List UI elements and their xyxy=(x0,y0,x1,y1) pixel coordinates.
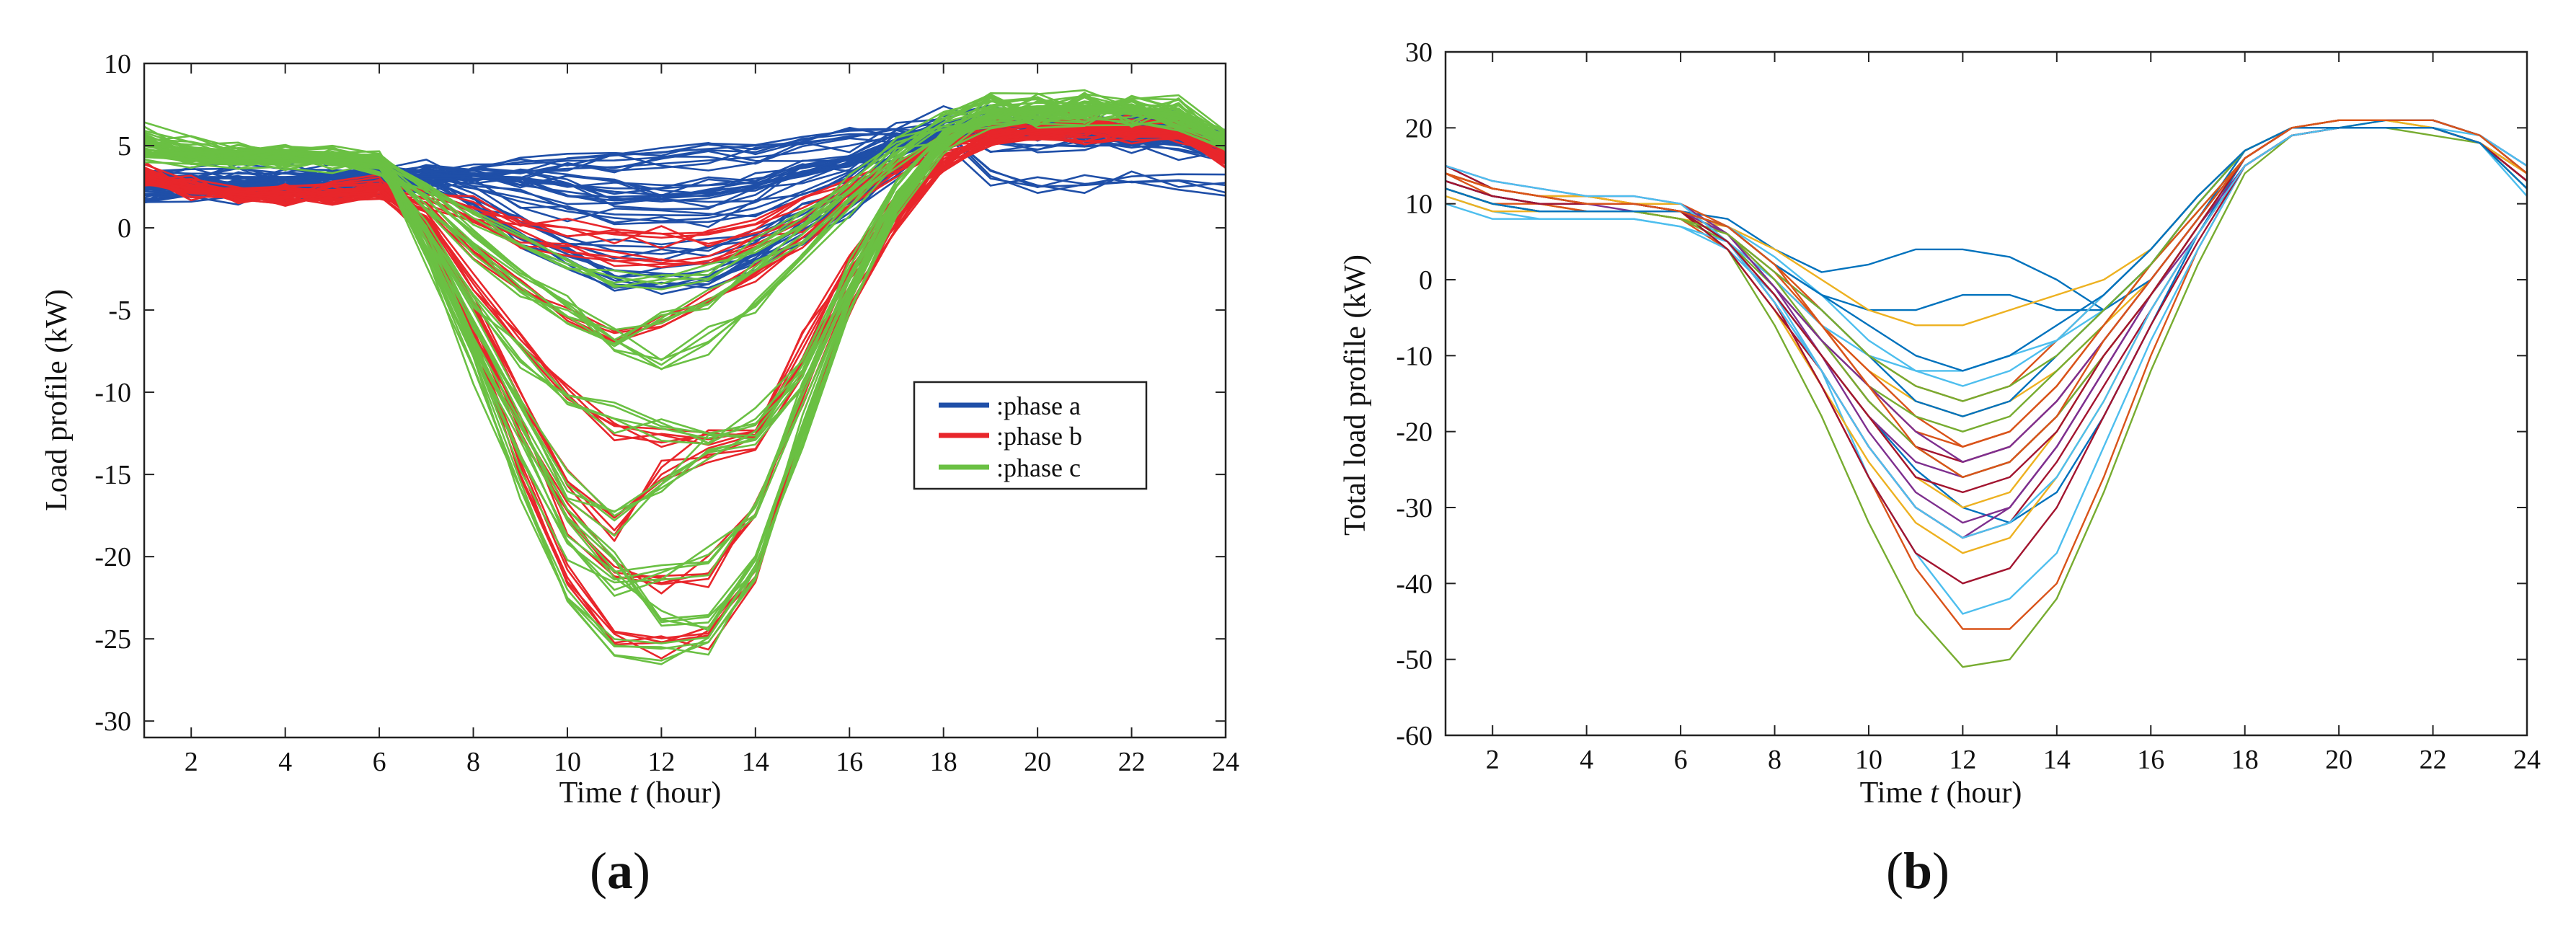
chart-b-x-axis-label-variable: t xyxy=(1930,776,1939,810)
chart-b-x-axis-label-prefix: Time xyxy=(1860,776,1931,810)
chart-a-series-line-phase-c-23-trace-3 xyxy=(143,95,1226,366)
legend-label-phase-c: :phase c xyxy=(996,453,1081,482)
chart-a-x-tick-label-24: 24 xyxy=(1212,747,1239,777)
chart-b-series-group xyxy=(1445,119,2528,668)
chart-a-series-line-phase-c-22-trace-4 xyxy=(143,115,1226,629)
chart-b-y-axis-label: Total load profile (kW) xyxy=(1339,254,1372,536)
chart-a-x-tick-label-20: 20 xyxy=(1024,747,1051,777)
chart-a-series-line-phase-a-8-trace-2 xyxy=(143,127,1226,201)
chart-b-x-axis-label: Time t (hour) xyxy=(1860,776,2022,810)
chart-a-y-tick-label-10: 10 xyxy=(104,49,131,79)
chart-b-x-axis: 2 4 6 8 10 12 14 16 18 20 22 24 xyxy=(1486,52,2541,775)
chart-a-y-tick-label-0: 0 xyxy=(118,213,131,244)
chart-a-x-axis-label-suffix: (hour) xyxy=(638,776,721,810)
chart-b-y-axis: 30 20 10 0 -10 -20 -30 -40 -50 -60 xyxy=(1396,37,2527,751)
chart-a-axes-box xyxy=(143,62,1227,739)
chart-b-y-tick-label-20: 20 xyxy=(1405,113,1433,143)
chart-b-x-tick-label-24: 24 xyxy=(2513,745,2541,775)
chart-a-x-tick-label-4: 4 xyxy=(278,747,292,777)
chart-b-series-line-s29-28 xyxy=(1445,127,2528,372)
chart-b-x-tick-label-22: 22 xyxy=(2420,745,2447,775)
chart-b-y-tick-label--10: -10 xyxy=(1396,341,1433,371)
chart-a-y-tick-label--15: -15 xyxy=(94,460,131,490)
chart-a-y-tick-label--5: -5 xyxy=(108,296,131,326)
chart-a-x-tick-label-12: 12 xyxy=(647,747,675,777)
chart-b-y-tick-label-10: 10 xyxy=(1405,190,1433,220)
chart-b-y-tick-label-30: 30 xyxy=(1405,37,1433,68)
chart-b-x-tick-label-10: 10 xyxy=(1855,745,1882,775)
chart-b-x-tick-label-20: 20 xyxy=(2325,745,2353,775)
chart-a-y-tick-label--25: -25 xyxy=(94,624,131,655)
chart-a-x-tick-label-2: 2 xyxy=(185,747,198,777)
chart-a-x-axis: 2 4 6 8 10 12 14 16 18 20 22 24 xyxy=(185,63,1239,777)
chart-b-y-tick-label--60: -60 xyxy=(1396,721,1433,751)
chart-a-series-line-phase-b-15-trace-1 xyxy=(143,130,1226,660)
chart-a-series-line-phase-c-22-trace-2 xyxy=(143,106,1226,620)
chart-a-series-line-phase-b-15-trace-3 xyxy=(143,128,1226,651)
chart-a-series-line-phase-b-14-trace-4 xyxy=(143,121,1226,585)
chart-a-y-tick-label-5: 5 xyxy=(118,131,131,161)
legend-label-phase-b: :phase b xyxy=(996,422,1082,451)
chart-b-x-tick-label-16: 16 xyxy=(2137,745,2164,775)
legend-label-phase-a: :phase a xyxy=(996,391,1081,420)
chart-a-series-line-phase-b-14-trace-3 xyxy=(143,128,1226,588)
chart-a-y-tick-label--30: -30 xyxy=(94,706,131,737)
chart-a-series-line-phase-c-23-trace-4 xyxy=(143,96,1226,360)
chart-b-axes-box xyxy=(1444,50,2528,737)
chart-a-series-line-phase-b-12-trace-4 xyxy=(143,126,1226,448)
chart-a-x-tick-label-10: 10 xyxy=(554,747,581,777)
chart-a-x-tick-label-22: 22 xyxy=(1118,747,1146,777)
chart-b-x-tick-label-2: 2 xyxy=(1486,745,1500,775)
chart-a-x-axis-label-variable: t xyxy=(629,776,639,810)
chart-a-y-axis-label: Load profile (kW) xyxy=(40,289,74,511)
chart-a-x-axis-label-prefix: Time xyxy=(559,776,630,810)
chart-b-x-axis-label-suffix: (hour) xyxy=(1939,776,2022,810)
chart-a-x-tick-label-6: 6 xyxy=(373,747,386,777)
chart-a-series-line-phase-b-14-trace-2 xyxy=(143,120,1226,579)
chart-a-series-group xyxy=(143,89,1226,665)
chart-a-x-axis-label: Time t (hour) xyxy=(559,776,722,810)
panel-label-b: (b) xyxy=(1886,842,1949,900)
chart-a-series-line-phase-c-21-trace-4 xyxy=(143,98,1226,656)
chart-b-y-tick-label--40: -40 xyxy=(1396,569,1433,599)
chart-b-x-tick-label-12: 12 xyxy=(1949,745,1976,775)
chart-b-x-tick-label-8: 8 xyxy=(1768,745,1781,775)
chart-b-y-tick-label-0: 0 xyxy=(1419,265,1433,296)
chart-a-y-tick-label--20: -20 xyxy=(94,542,131,572)
panel-letter-a: a xyxy=(607,842,633,900)
chart-a-series-line-phase-b-15 xyxy=(143,130,1226,643)
panel-label-a: (a) xyxy=(590,842,650,900)
chart-a-x-tick-label-16: 16 xyxy=(836,747,863,777)
chart-a-x-tick-label-8: 8 xyxy=(466,747,480,777)
chart-a-legend: :phase a :phase b :phase c xyxy=(913,381,1148,490)
chart-a-y-axis: 10 5 0 -5 -10 -15 -20 -25 -30 xyxy=(94,49,1226,737)
chart-a-y-tick-label--10: -10 xyxy=(94,378,131,408)
chart-a-x-tick-label-14: 14 xyxy=(742,747,769,777)
chart-a-series-line-phase-c-23-trace-1 xyxy=(143,89,1226,361)
panel-letter-b: b xyxy=(1903,842,1932,900)
chart-b-x-tick-label-4: 4 xyxy=(1580,745,1593,775)
chart-b-y-tick-label--50: -50 xyxy=(1396,645,1433,675)
chart-b-x-tick-label-14: 14 xyxy=(2043,745,2071,775)
chart-b-x-tick-label-6: 6 xyxy=(1674,745,1688,775)
chart-a-series-line-phase-c-23 xyxy=(143,107,1226,371)
chart-b-y-tick-label--20: -20 xyxy=(1396,417,1433,448)
chart-b-x-tick-label-18: 18 xyxy=(2231,745,2259,775)
chart-b-y-tick-label--30: -30 xyxy=(1396,493,1433,523)
chart-a-x-tick-label-18: 18 xyxy=(930,747,957,777)
chart-b-series-line-s30-29 xyxy=(1445,119,2528,479)
